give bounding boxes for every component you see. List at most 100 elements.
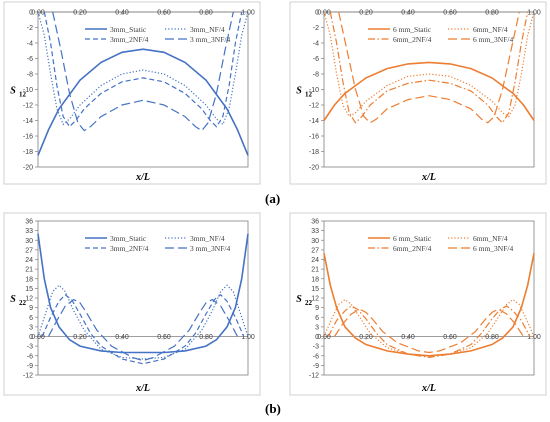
y-tick-label: -6	[27, 56, 33, 63]
x-tick-label: 0.20	[359, 334, 373, 341]
y-tick-label: -6	[313, 56, 319, 63]
y-tick-label: 12	[311, 296, 319, 303]
x-tick-label: 1.00	[527, 10, 541, 17]
series-line-3	[329, 11, 529, 124]
series-line-4	[52, 11, 234, 132]
y-tick-label: 0	[315, 10, 319, 17]
x-tick-label: 0.80	[485, 10, 499, 17]
legend-label: 3mm_NF/4	[190, 234, 225, 243]
x-tick-label: 0.80	[199, 334, 213, 341]
chart-frame	[289, 212, 547, 396]
y-tick-label: 30	[25, 238, 33, 245]
legend-label: 6mm_NF/4	[473, 25, 508, 34]
y-tick-label: 27	[311, 247, 319, 254]
series-line-4	[338, 11, 520, 124]
y-tick-label: -20	[23, 165, 33, 172]
x-tick-label: 1.00	[241, 334, 255, 341]
legend-label: 3mm_NF/4	[190, 25, 225, 34]
x-tick-label: 0.60	[157, 10, 171, 17]
y-tick-label: 36	[311, 219, 319, 226]
series-line-3	[43, 11, 243, 128]
x-tick-label: 0.60	[157, 334, 171, 341]
y-tick-label: 30	[311, 238, 319, 245]
series-line-4	[47, 298, 239, 362]
y-tick-label: 18	[311, 276, 319, 283]
series-line-3	[41, 294, 245, 365]
y-tick-label: 36	[25, 219, 33, 226]
x-axis-label: x/L	[135, 172, 150, 183]
x-tick-label: 0.40	[401, 10, 415, 17]
x-tick-label: 0.20	[73, 334, 87, 341]
y-tick-label: 21	[25, 267, 33, 274]
series-line-2	[37, 11, 249, 126]
y-tick-label: -12	[309, 373, 319, 380]
y-tick-label: -12	[309, 103, 319, 110]
y-tick-label: -2	[313, 25, 319, 32]
series-line-3	[327, 305, 531, 359]
y-tick-label: -10	[23, 87, 33, 94]
y-tick-label: 15	[311, 286, 319, 293]
y-axis-label: S	[296, 86, 302, 97]
y-tick-label: -4	[313, 41, 319, 48]
y-tick-label: 0	[29, 10, 33, 17]
legend-label: 3mm_Static	[110, 234, 147, 243]
x-tick-label: 0.40	[115, 10, 129, 17]
y-tick-label: 6	[29, 315, 33, 322]
y-tick-label: 33	[311, 228, 319, 235]
caption-b: (b)	[265, 401, 281, 416]
x-tick-label: 0.80	[199, 10, 213, 17]
y-tick-label: 24	[25, 257, 33, 264]
y-tick-label: -14	[23, 118, 33, 125]
y-tick-label: -8	[27, 72, 33, 79]
x-tick-label: 0.00	[317, 334, 331, 341]
y-tick-label: 0	[315, 334, 319, 341]
y-tick-label: -3	[313, 344, 319, 351]
chart-frame	[289, 1, 547, 185]
y-tick-label: -9	[313, 363, 319, 370]
y-tick-label: -12	[23, 103, 33, 110]
series-line-4	[333, 308, 525, 354]
y-tick-label: 9	[315, 305, 319, 312]
legend-label: 6mm_2NF/4	[393, 244, 432, 253]
y-axis-label-subscript: 12	[305, 91, 313, 99]
y-tick-label: 33	[25, 228, 33, 235]
legend-label: 6 mm_Static	[393, 234, 432, 243]
y-tick-label: -14	[309, 118, 319, 125]
y-tick-label: 24	[311, 257, 319, 264]
y-tick-label: -6	[27, 353, 33, 360]
chart-panel-2: 0-2-4-6-8-10-12-14-16-18-200.00 0.20 0.40 0…	[289, 1, 547, 185]
legend-label: 6 mm_3NF/4	[473, 244, 513, 253]
y-tick-label: -10	[309, 87, 319, 94]
y-axis-label: S	[10, 86, 16, 97]
x-tick-label: 0.40	[401, 334, 415, 341]
x-tick-label: 0.40	[115, 334, 129, 341]
y-axis-label-subscript: 12	[19, 91, 27, 99]
legend-label: 3mm_Static	[110, 25, 147, 34]
chart-frame	[3, 212, 261, 396]
x-tick-label: 0.20	[359, 10, 373, 17]
y-tick-label: 0	[29, 334, 33, 341]
y-tick-label: 3	[315, 324, 319, 331]
y-tick-label: -6	[313, 353, 319, 360]
x-tick-label: 0.60	[443, 334, 457, 341]
y-tick-label: -20	[309, 165, 319, 172]
x-axis-label: x/L	[421, 383, 436, 394]
x-tick-label: 0.60	[443, 10, 457, 17]
x-tick-label: 0.20	[73, 10, 87, 17]
y-axis-label: S	[296, 294, 302, 305]
x-axis-label: x/L	[421, 172, 436, 183]
y-axis-label-subscript: 22	[305, 299, 313, 307]
series-line-1	[37, 233, 249, 354]
series-line-1	[37, 48, 249, 156]
x-tick-label: 0.00	[31, 334, 45, 341]
legend-label: 6 mm_Static	[393, 25, 432, 34]
chart-panel-1: 0-2-4-6-8-10-12-14-16-18-200.00 0.20 0.40 0…	[3, 1, 261, 185]
y-tick-label: 27	[25, 247, 33, 254]
y-tick-label: 3	[29, 324, 33, 331]
series-line-2	[323, 298, 535, 357]
chart-frame	[3, 1, 261, 185]
x-axis-label: x/L	[135, 383, 150, 394]
y-tick-label: -4	[27, 41, 33, 48]
